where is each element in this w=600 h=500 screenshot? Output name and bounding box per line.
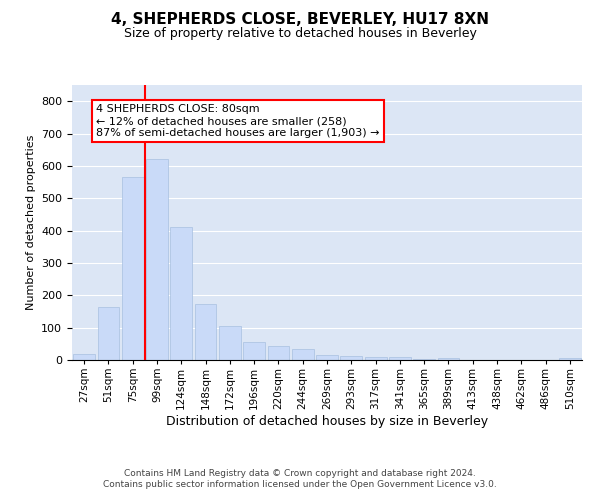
- Bar: [97, 308, 119, 360]
- Bar: [170, 226, 192, 360]
- Bar: [365, 357, 386, 360]
- Bar: [146, 160, 168, 360]
- Bar: [292, 350, 314, 360]
- Bar: [243, 342, 265, 360]
- Text: Contains HM Land Registry data © Crown copyright and database right 2024.: Contains HM Land Registry data © Crown c…: [124, 468, 476, 477]
- Text: 4 SHEPHERDS CLOSE: 80sqm
← 12% of detached houses are smaller (258)
87% of semi-: 4 SHEPHERDS CLOSE: 80sqm ← 12% of detach…: [96, 104, 380, 138]
- Bar: [437, 358, 460, 360]
- Bar: [194, 304, 217, 360]
- Bar: [559, 358, 581, 360]
- Bar: [219, 326, 241, 360]
- Text: 4, SHEPHERDS CLOSE, BEVERLEY, HU17 8XN: 4, SHEPHERDS CLOSE, BEVERLEY, HU17 8XN: [111, 12, 489, 28]
- Text: Contains public sector information licensed under the Open Government Licence v3: Contains public sector information licen…: [103, 480, 497, 489]
- X-axis label: Distribution of detached houses by size in Beverley: Distribution of detached houses by size …: [166, 414, 488, 428]
- Bar: [340, 356, 362, 360]
- Bar: [73, 354, 95, 360]
- Bar: [268, 346, 289, 360]
- Bar: [122, 177, 143, 360]
- Bar: [389, 357, 411, 360]
- Text: Size of property relative to detached houses in Beverley: Size of property relative to detached ho…: [124, 28, 476, 40]
- Bar: [316, 355, 338, 360]
- Y-axis label: Number of detached properties: Number of detached properties: [26, 135, 35, 310]
